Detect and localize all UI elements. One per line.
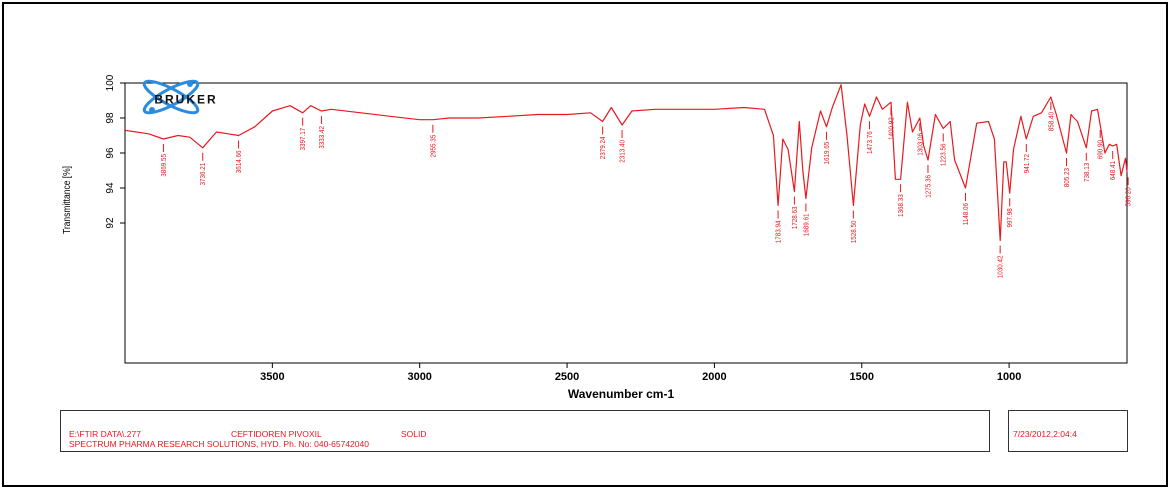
chart-series: [124, 84, 1128, 242]
peak-label: 941.72: [1024, 154, 1031, 174]
peak-label: 3333.42: [319, 126, 326, 149]
peak-label: 1030.42: [997, 255, 1004, 278]
ftir-spectrum-chart: 3500 3000 2500 2000 1500 1000 92 94 96 98 100 3869…: [61, 74, 1133, 401]
figure-frame: [2, 2, 1168, 487]
peak-label: 690.90: [1097, 140, 1104, 160]
x-tick-label: 2000: [702, 371, 726, 383]
peak-label: 1783.94: [775, 220, 782, 243]
x-tick-label: 1500: [850, 371, 874, 383]
peak-label: 648.41: [1110, 161, 1117, 181]
x-axis-label: Wavenumber cm-1: [568, 387, 675, 401]
peak-label: 3614.66: [236, 150, 243, 173]
x-tick-label: 1000: [997, 371, 1021, 383]
sample-info-panel: E:\FTIR DATA\.277 CEFTIDOREN PIVOXIL SOL…: [60, 410, 990, 452]
peak-labels: 3869.55 3736.21 3614.66 3397.17 3333.42 2955.…: [161, 102, 1133, 278]
peak-label: 1223.56: [940, 143, 947, 166]
y-axis-label: Transmittance [%]: [61, 166, 72, 234]
peak-label: 1473.76: [867, 131, 874, 154]
x-tick-label: 2500: [555, 371, 579, 383]
peak-label: 2379.24: [600, 136, 607, 159]
peak-label: 3397.17: [300, 127, 307, 150]
peak-label: 1303.06: [917, 133, 924, 156]
bruker-logo-text: BRUKER: [154, 93, 217, 107]
y-tick-label: 92: [105, 217, 116, 229]
timestamp-panel: 7/23/2012,2:04:4: [1008, 410, 1128, 452]
y-tick-label: 94: [105, 182, 116, 194]
peak-label: 1728.63: [792, 206, 799, 229]
y-tick-label: 96: [105, 147, 116, 159]
timestamp: 7/23/2012,2:04:4: [1013, 429, 1077, 439]
peak-label: 997.98: [1007, 208, 1014, 228]
peak-label: 1275.36: [925, 175, 932, 198]
peak-label: 1689.61: [803, 213, 810, 236]
lab-info: SPECTRUM PHARMA RESEARCH SOLUTIONS, HYD.…: [69, 439, 369, 449]
peak-label: 596.20: [1125, 187, 1132, 207]
peak-label: 1368.33: [898, 194, 905, 217]
bruker-atom-logo-icon: [142, 79, 200, 115]
x-tick-label: 3500: [260, 371, 284, 383]
peak-label: 2313.40: [619, 140, 626, 163]
peak-label: 805.23: [1064, 168, 1071, 188]
peak-label: 2955.35: [430, 134, 437, 157]
spectrum-line: [124, 84, 1128, 242]
y-tick-label: 100: [105, 74, 116, 91]
peak-label: 1148.06: [963, 203, 970, 226]
sample-name: CEFTIDOREN PIVOXIL: [231, 429, 322, 439]
peak-label: 1619.65: [824, 141, 831, 164]
x-tick-label: 3000: [407, 371, 431, 383]
y-tick-label: 98: [105, 112, 116, 124]
peak-label: 738.13: [1084, 162, 1091, 182]
peak-label: 3736.21: [200, 162, 207, 185]
peak-label: 1400.92: [888, 117, 895, 140]
file-path: E:\FTIR DATA\.277: [69, 429, 141, 439]
bruker-logo: BRUKER: [142, 79, 217, 115]
chart-ticks: 3500 3000 2500 2000 1500 1000 92 94 96 98 100: [105, 74, 1021, 383]
sample-state: SOLID: [401, 429, 427, 439]
peak-label: 858.40: [1048, 112, 1055, 132]
peak-label: 1528.50: [851, 220, 858, 243]
peak-label: 3869.55: [161, 154, 168, 177]
